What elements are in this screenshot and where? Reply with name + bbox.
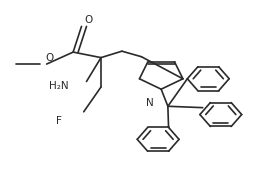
Text: F: F — [56, 116, 62, 126]
Text: O: O — [45, 53, 53, 63]
Text: H₂N: H₂N — [49, 81, 69, 91]
Text: O: O — [84, 15, 93, 25]
Text: N: N — [146, 98, 154, 108]
